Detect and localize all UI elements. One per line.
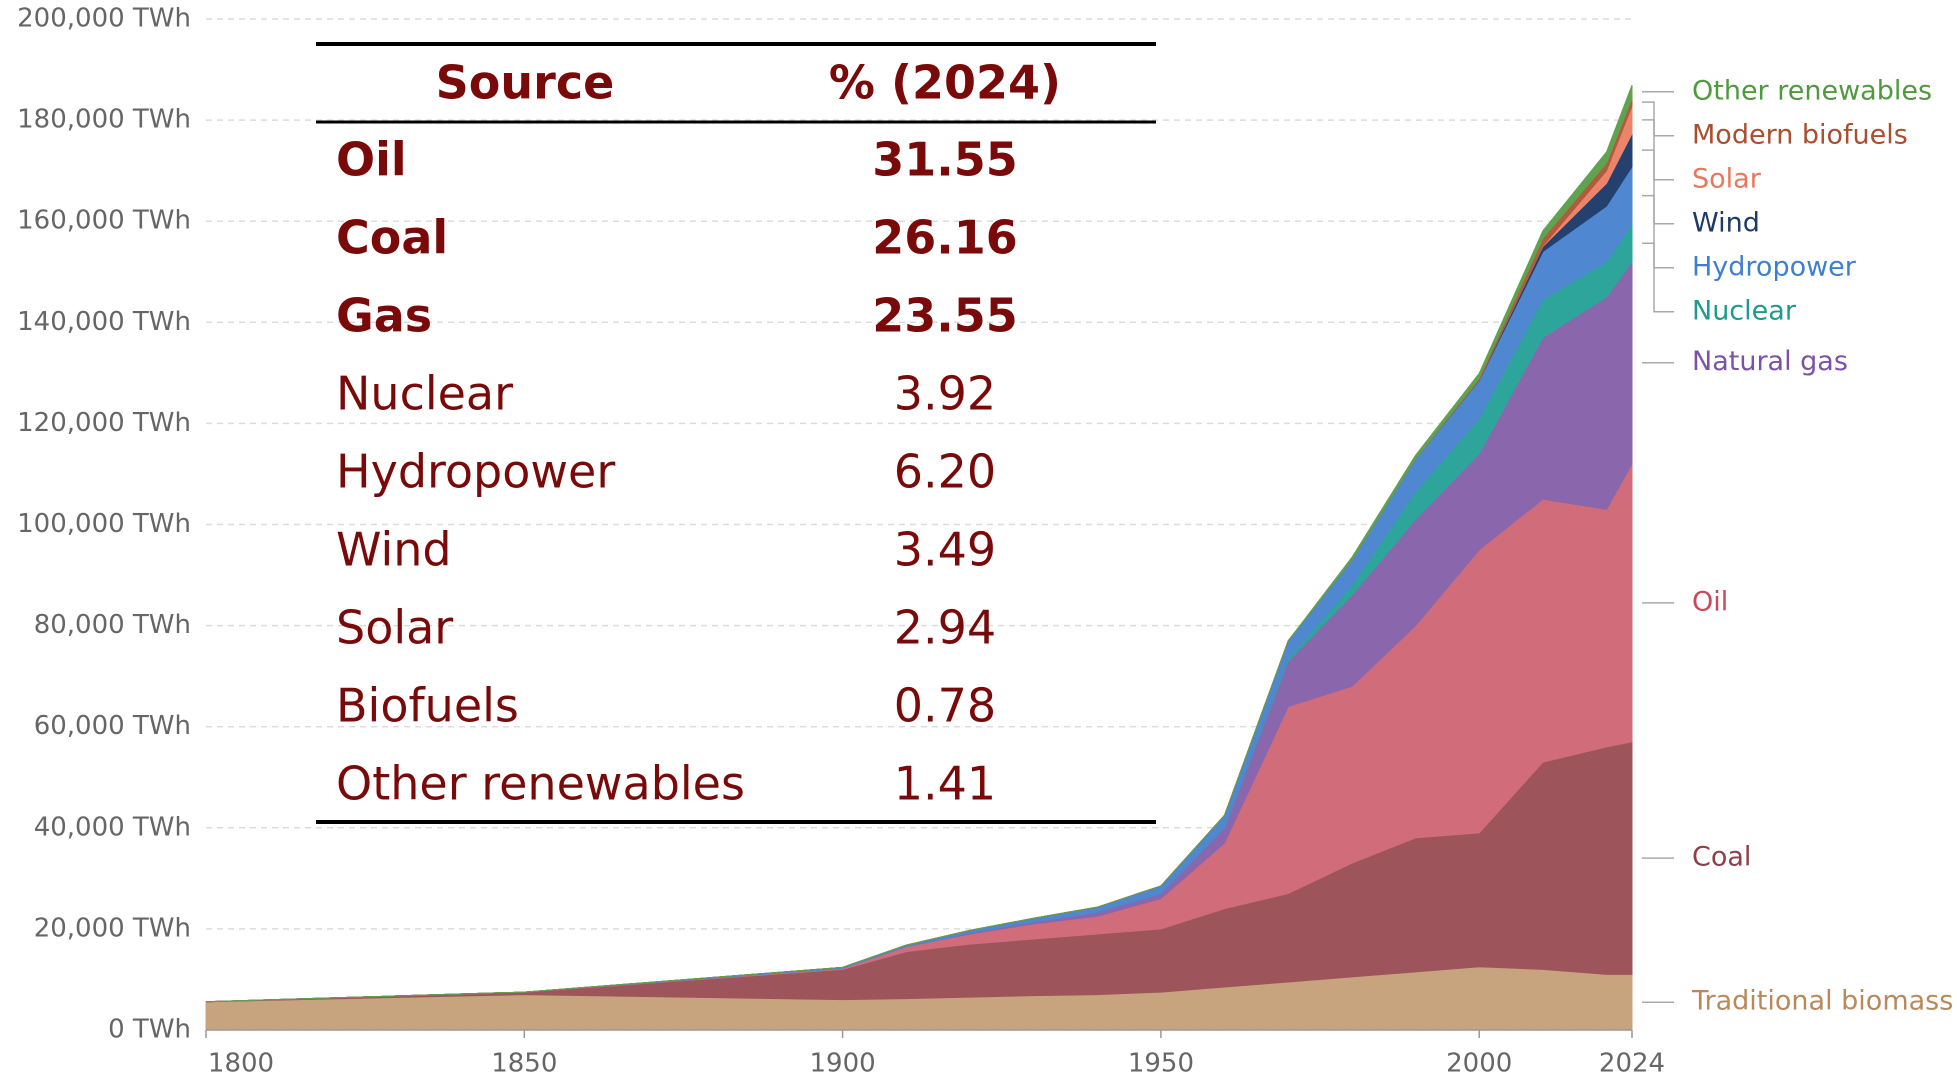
x-tick-label: 1850 bbox=[491, 1049, 557, 1079]
series-label: Coal bbox=[1692, 842, 1751, 873]
series-label: Solar bbox=[1692, 163, 1762, 194]
series-label: Natural gas bbox=[1692, 346, 1848, 377]
table-cell: Oil bbox=[336, 133, 407, 187]
y-tick-label: 20,000 TWh bbox=[34, 913, 191, 943]
table-cell: 2.94 bbox=[894, 601, 996, 655]
series-label: Nuclear bbox=[1692, 295, 1797, 326]
table-cell: Solar bbox=[336, 601, 453, 655]
y-tick-label: 140,000 TWh bbox=[17, 307, 191, 337]
table-cell: Biofuels bbox=[336, 679, 519, 733]
table-cell: 31.55 bbox=[872, 133, 1018, 187]
table-cell: Hydropower bbox=[336, 445, 615, 499]
table-header: Source bbox=[436, 56, 615, 110]
y-tick-label: 80,000 TWh bbox=[34, 610, 191, 640]
label-connector bbox=[1642, 119, 1674, 181]
series-label: Hydropower bbox=[1692, 251, 1857, 282]
table-cell: 1.41 bbox=[894, 757, 996, 811]
series-label: Traditional biomass bbox=[1691, 986, 1953, 1017]
table-cell: Wind bbox=[336, 523, 452, 577]
table-cell: 23.55 bbox=[872, 289, 1018, 343]
x-tick-label: 2024 bbox=[1599, 1049, 1665, 1079]
series-label: Oil bbox=[1692, 586, 1728, 617]
x-tick-label: 1800 bbox=[208, 1049, 274, 1079]
label-connector bbox=[1642, 149, 1674, 225]
table-cell: Other renewables bbox=[336, 757, 745, 811]
y-tick-label: 100,000 TWh bbox=[17, 509, 191, 539]
y-tick-label: 120,000 TWh bbox=[17, 408, 191, 438]
y-tick-label: 200,000 TWh bbox=[17, 4, 191, 34]
table-header: % (2024) bbox=[829, 56, 1061, 110]
x-tick-label: 1900 bbox=[810, 1049, 876, 1079]
y-tick-label: 0 TWh bbox=[108, 1015, 191, 1045]
x-tick-label: 1950 bbox=[1128, 1049, 1194, 1079]
series-label: Modern biofuels bbox=[1692, 119, 1908, 150]
y-tick-label: 60,000 TWh bbox=[34, 711, 191, 741]
table-cell: 3.92 bbox=[894, 367, 996, 421]
table-cell: Coal bbox=[336, 211, 448, 265]
label-connector bbox=[1642, 194, 1674, 269]
y-tick-label: 180,000 TWh bbox=[17, 105, 191, 135]
series-label: Wind bbox=[1692, 207, 1760, 238]
series-label: Other renewables bbox=[1692, 75, 1932, 106]
table-cell: Nuclear bbox=[336, 367, 513, 421]
x-tick-label: 2000 bbox=[1446, 1049, 1512, 1079]
table-cell: 26.16 bbox=[872, 211, 1018, 265]
area bbox=[205, 85, 1633, 1003]
table-cell: 3.49 bbox=[894, 523, 996, 577]
y-tick-label: 160,000 TWh bbox=[17, 206, 191, 236]
y-tick-label: 40,000 TWh bbox=[34, 812, 191, 842]
table-cell: Gas bbox=[336, 289, 432, 343]
label-connector bbox=[1642, 101, 1674, 137]
table-cell: 0.78 bbox=[894, 679, 996, 733]
label-connector bbox=[1642, 242, 1674, 313]
table: Source % (2024) Oil 31.55 Coal 26.16 Gas 23.55 N… bbox=[316, 42, 1156, 824]
table-cell: 6.20 bbox=[894, 445, 996, 499]
